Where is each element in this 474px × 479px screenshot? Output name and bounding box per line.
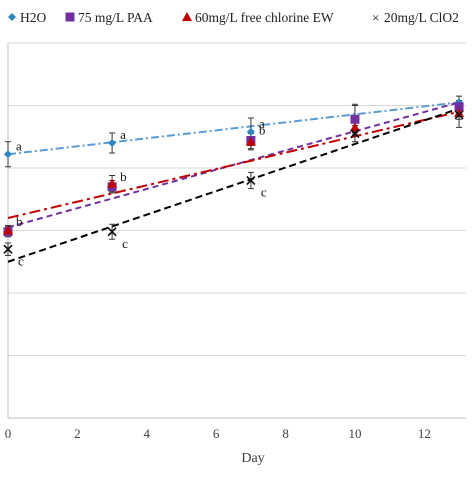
x-tick-label: 12 (418, 426, 431, 441)
significance-label: c (261, 185, 267, 200)
x-tick-label: 10 (348, 426, 361, 441)
x-tick-label: 2 (74, 426, 81, 441)
data-point-stroke-b (107, 227, 117, 237)
significance-label: a (16, 138, 22, 153)
x-tick-label: 6 (213, 426, 220, 441)
x-tick-label: 4 (144, 426, 151, 441)
data-point (350, 129, 360, 139)
data-point-stroke-b (246, 175, 256, 186)
legend-label: 20mg/L ClO2 (384, 10, 459, 25)
gridlines (7, 42, 466, 419)
legend: H2O 75 mg/L PAA 60mg/L free chlorine EW × 20… (8, 10, 459, 25)
significance-label: b (259, 123, 266, 138)
trendline (7, 107, 460, 263)
data-point (350, 114, 360, 124)
x-axis-title: Day (241, 451, 264, 466)
x-axis: 0 2 4 6 8 10 12 Day (5, 417, 466, 466)
trendline (7, 101, 460, 229)
legend-marker: × (372, 10, 379, 25)
x-tick-label: 8 (282, 426, 289, 441)
data-point (107, 227, 117, 237)
legend-item: 75 mg/L PAA (65, 10, 153, 25)
legend-item: × 20mg/L ClO2 (372, 10, 459, 25)
data-point (4, 150, 12, 159)
legend-item: H2O (8, 10, 46, 25)
significance-label: c (122, 236, 128, 251)
significance-label: b (120, 169, 127, 184)
significance-label: b (16, 214, 23, 229)
data-points (3, 98, 465, 254)
data-point-stroke-b (350, 129, 360, 139)
data-point (246, 175, 256, 186)
data-point (454, 110, 464, 120)
legend-label: H2O (20, 10, 46, 25)
data-point (454, 108, 465, 117)
significance-label: a (259, 116, 265, 131)
data-point (107, 178, 118, 188)
data-point-stroke-b (454, 110, 464, 120)
legend-label: 75 mg/L PAA (78, 10, 153, 25)
legend-label: 60mg/L free chlorine EW (195, 10, 334, 25)
trendlines (7, 101, 460, 263)
x-tick-label: 0 (5, 426, 12, 441)
data-point (3, 225, 13, 235)
data-point (246, 127, 255, 136)
significance-label: c (18, 253, 24, 268)
legend-marker (65, 12, 75, 22)
legend-marker (182, 12, 192, 21)
data-point (454, 102, 464, 112)
data-point (245, 136, 256, 146)
trendline (7, 101, 460, 156)
data-point-stroke-b (3, 244, 13, 254)
data-point (349, 122, 360, 132)
legend-item: 60mg/L free chlorine EW (182, 10, 334, 25)
data-point (108, 139, 117, 147)
data-point (3, 244, 13, 254)
significance-label: a (120, 127, 126, 142)
legend-marker (8, 13, 16, 21)
